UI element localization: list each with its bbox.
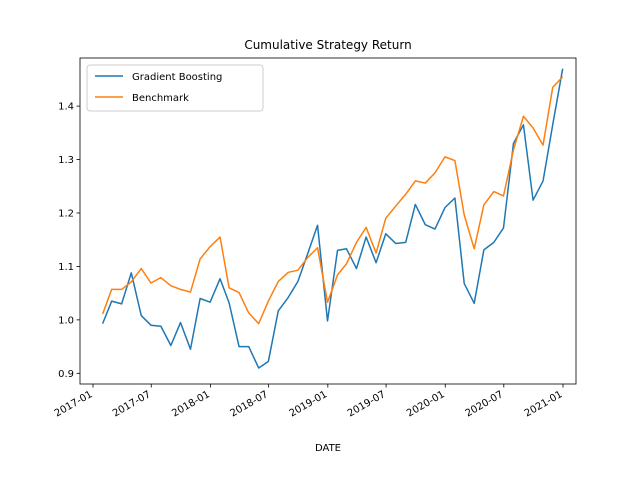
plot-area: 0.9 1.0 1.1 1.2 1.3 1.4 2017-01 2017-07 2018-01 2… xyxy=(53,57,577,419)
y-tick-label: 1.3 xyxy=(58,155,74,166)
x-tick-label: 2020-01 xyxy=(405,389,447,419)
legend-label: Benchmark xyxy=(132,93,189,104)
chart-title: Cumulative Strategy Return xyxy=(244,38,411,52)
x-tick-label: 2017-01 xyxy=(53,389,95,419)
x-tick-label: 2018-01 xyxy=(170,389,212,419)
x-tick-label: 2021-01 xyxy=(523,389,565,419)
legend-label: Gradient Boosting xyxy=(132,72,222,83)
y-tick-label: 1.0 xyxy=(58,315,74,326)
x-axis-label: DATE xyxy=(315,443,341,454)
legend-box xyxy=(86,64,264,112)
x-tick-label: 2018-07 xyxy=(228,389,270,419)
x-tick-label: 2020-07 xyxy=(464,389,506,419)
y-tick-label: 1.1 xyxy=(58,262,74,273)
x-tick-label: 2019-07 xyxy=(346,389,388,419)
series-line-gradient-boosting xyxy=(101,68,564,369)
y-tick-label: 0.9 xyxy=(58,369,74,380)
series-line-benchmark xyxy=(101,76,564,325)
x-tick-label: 2017-07 xyxy=(111,389,153,419)
legend: Gradient Boosting Benchmark xyxy=(86,64,264,112)
y-tick-label: 1.2 xyxy=(58,208,74,219)
y-tick-label: 1.4 xyxy=(58,102,74,113)
x-tick-label: 2019-01 xyxy=(288,389,330,419)
